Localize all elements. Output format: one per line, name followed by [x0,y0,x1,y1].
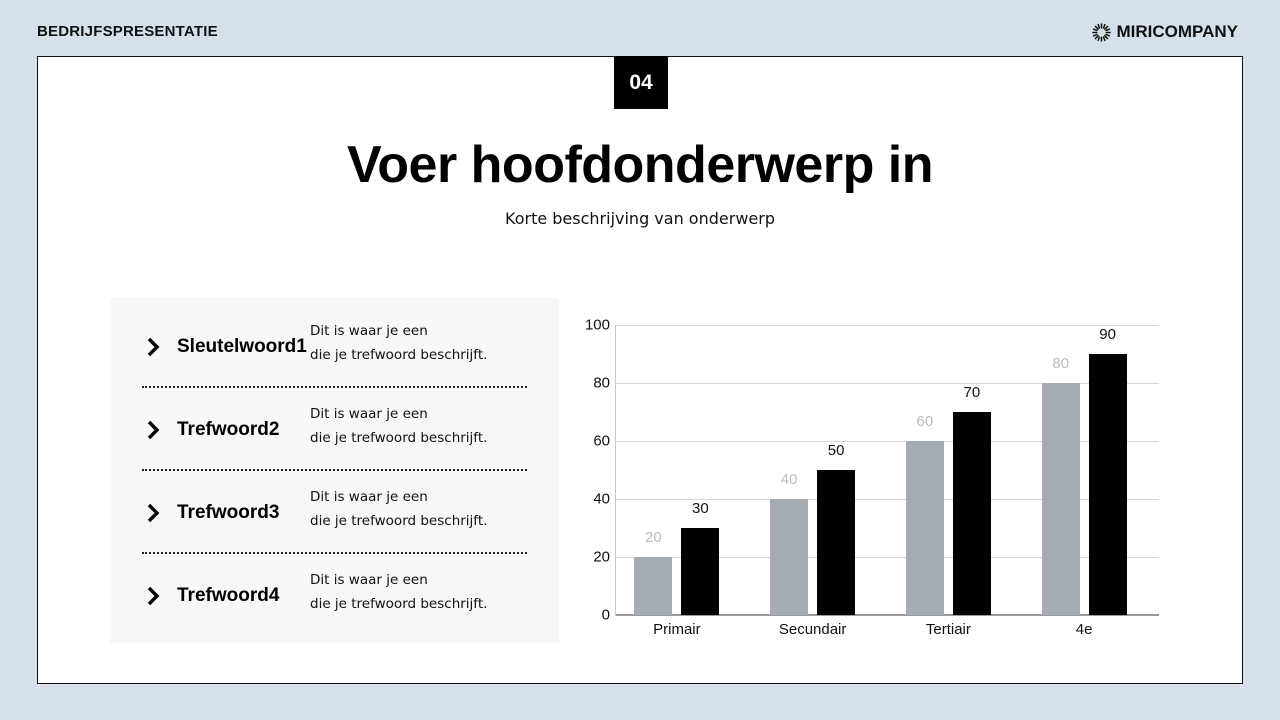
x-axis-category-label: 4e [1075,621,1093,638]
keyword-item: Trefwoord3 Dit is waar je een die je tre… [142,471,527,554]
chevron-right-icon [147,337,160,356]
bar-value-label: 70 [963,384,981,401]
y-axis-tick-label: 100 [584,316,610,334]
brand-name: MIRICOMPANY [1116,22,1238,41]
chart-bar [1088,354,1127,615]
keyword-name: Trefwoord2 [177,418,280,440]
keyword-item: Sleutelwoord1 Dit is waar je een die je … [142,305,527,388]
keyword-name: Trefwoord3 [177,501,280,523]
chart-bar [634,557,673,615]
gridline [616,383,1159,384]
y-axis-tick-label: 20 [593,548,610,566]
x-axis-category-label: Secundair [778,621,847,638]
chart-bar [952,412,991,615]
keyword-description: Dit is waar je een die je trefwoord besc… [310,402,487,450]
brand-logo: MIRICOMPANY [1092,22,1238,42]
bar-value-label: 90 [1099,326,1116,343]
gridline [616,325,1159,326]
bar-value-label: 50 [827,442,845,459]
slide-frame: 04 Voer hoofdonderwerp in Korte beschrij… [37,56,1243,684]
bar-value-label: 80 [1052,355,1069,372]
chart-bar [770,499,809,615]
keyword-item: Trefwoord2 Dit is waar je een die je tre… [142,388,527,471]
chevron-right-icon [147,586,160,605]
chart-bar [905,441,944,615]
presentation-label: BEDRIJFSPRESENTATIE [37,23,218,40]
keyword-description-line: Dit is waar je een [310,322,428,339]
keyword-description-line: die je trefwoord beschrijft. [310,346,488,363]
slide-subtitle: Korte beschrijving van onderwerp [505,209,775,228]
chart-bar [1041,383,1080,615]
keyword-name: Sleutelwoord1 [177,335,307,357]
x-axis-category-label: Tertiair [925,621,971,638]
keyword-description: Dit is waar je een die je trefwoord besc… [310,319,487,367]
keyword-description-line: Dit is waar je een [310,405,428,422]
chart-bar [681,528,720,615]
gridline [616,557,1159,558]
keyword-item: Trefwoord4 Dit is waar je een die je tre… [142,554,527,637]
x-axis-line [616,614,1159,616]
bar-value-label: 40 [780,471,798,488]
keyword-description-line: die je trefwoord beschrijft. [310,512,488,529]
gridline [616,441,1159,442]
bar-value-label: 20 [645,529,662,546]
y-axis-tick-label: 80 [593,374,610,392]
keyword-description-line: Dit is waar je een [310,488,428,505]
chevron-right-icon [147,503,160,522]
keyword-description-line: Dit is waar je een [310,571,428,588]
slide-number-badge: 04 [614,56,668,109]
x-axis-category-label: Primair [653,621,701,638]
chart-bar [817,470,856,615]
keyword-panel: Sleutelwoord1 Dit is waar je een die je … [110,298,559,643]
y-axis-tick-label: 40 [593,490,610,508]
slide-title: Voer hoofdonderwerp in [346,136,934,194]
bar-chart: 0 20 40 60 80 100 20 30 Primair 40 50 Secundair 60 70… [578,311,1178,651]
y-axis-tick-label: 0 [601,606,610,624]
y-axis-line [615,325,616,616]
chevron-right-icon [147,420,160,439]
y-axis-tick-label: 60 [593,432,610,450]
bar-value-label: 30 [692,500,709,517]
keyword-description-line: die je trefwoord beschrijft. [310,429,488,446]
keyword-name: Trefwoord4 [177,584,280,606]
bar-value-label: 60 [916,413,934,430]
keyword-description-line: die je trefwoord beschrijft. [310,595,488,612]
keyword-description: Dit is waar je een die je trefwoord besc… [310,485,487,533]
keyword-description: Dit is waar je een die je trefwoord besc… [310,568,487,616]
sunburst-logo-icon [1092,22,1112,42]
gridline [616,499,1159,500]
